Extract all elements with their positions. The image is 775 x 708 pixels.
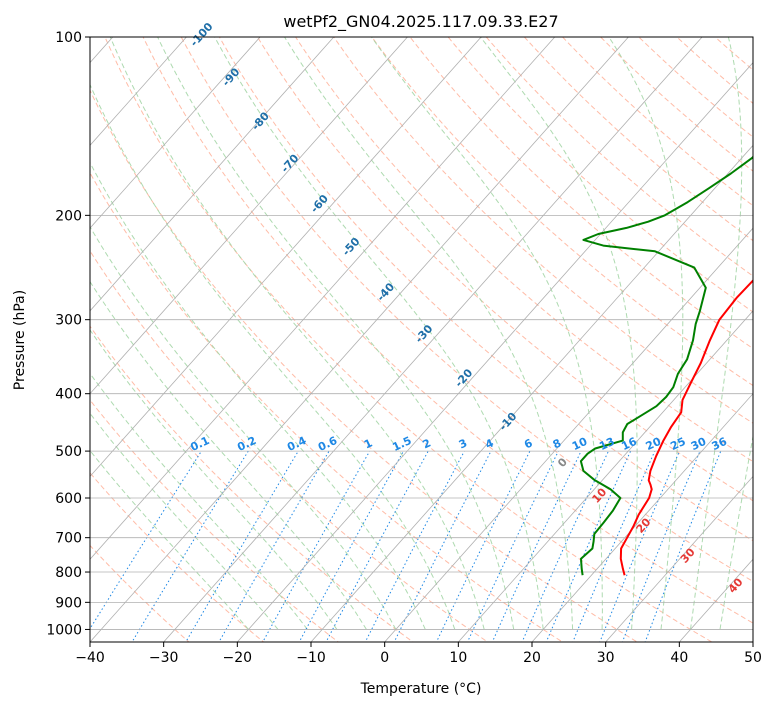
dry-adiabat-line xyxy=(90,89,639,642)
dry-adiabat-line xyxy=(371,37,753,387)
plot-frame xyxy=(89,36,754,643)
mixing-ratio-line xyxy=(621,450,701,642)
moist-adiabat-line xyxy=(479,37,638,630)
mixing-ratio-line xyxy=(644,450,722,642)
dry-adiabat-line xyxy=(447,37,753,313)
y-tick-label: 200 xyxy=(55,208,82,224)
isotherm-line xyxy=(90,37,482,478)
x-tick-label: 0 xyxy=(380,650,389,666)
x-tick-label: 10 xyxy=(449,650,467,666)
chart-title: wetPf2_GN04.2025.117.09.33.E27 xyxy=(283,12,558,32)
mixing-ratio-label: 25 xyxy=(668,435,687,453)
moist-adiabat-line xyxy=(90,83,456,630)
isotherm-line xyxy=(90,37,408,395)
isotherm-line xyxy=(90,37,261,229)
series-lines xyxy=(579,155,753,576)
isotherm-line xyxy=(90,37,556,560)
dry-adiabat-line xyxy=(90,472,265,642)
mixing-ratio-line xyxy=(521,450,609,642)
moist-adiabat-line xyxy=(157,37,515,630)
dry-adiabat-line xyxy=(218,37,753,542)
y-tick-label: 600 xyxy=(55,491,82,507)
dewpoint-profile-line xyxy=(579,155,753,576)
x-axis-ticks: −40 −30 −20 −10 0 10 20 30 40 50 xyxy=(75,642,762,666)
mixing-ratio-label: 36 xyxy=(710,435,730,453)
mixing-ratio-label: 30 xyxy=(689,435,709,453)
y-axis-ticks: 100 200 300 400 500 600 700 800 900 1000 xyxy=(46,30,90,638)
y-tick-label: 700 xyxy=(55,531,82,547)
grid-lines xyxy=(90,37,753,642)
mixing-ratio-line xyxy=(572,450,656,642)
x-tick-label: −10 xyxy=(296,650,326,666)
x-axis-label: Temperature (°C) xyxy=(360,681,482,697)
moist-adiabat-line xyxy=(370,37,603,630)
moist-adiabat-line xyxy=(608,37,684,630)
mixing-ratio-line xyxy=(545,450,632,642)
dry-adiabat-line xyxy=(90,250,489,642)
mixing-ratio-line xyxy=(599,450,680,642)
moist-adiabat-line xyxy=(90,161,426,630)
y-tick-label: 500 xyxy=(55,444,82,460)
mixing-ratio-line xyxy=(491,450,582,642)
dry-adiabat-line xyxy=(409,37,753,350)
dry-adiabat-line xyxy=(295,37,753,463)
y-tick-label: 100 xyxy=(55,30,82,46)
mixing-ratio-label: 13 xyxy=(597,435,616,453)
moist-adiabat-line xyxy=(90,412,279,630)
moist-adiabat-line xyxy=(90,449,249,630)
dry-adiabat-line xyxy=(142,37,753,624)
mixing-ratio-label: 16 xyxy=(619,435,639,453)
y-tick-label: 1000 xyxy=(46,622,82,638)
x-tick-label: −40 xyxy=(75,650,105,666)
x-tick-label: 50 xyxy=(744,650,762,666)
y-axis-label: Pressure (hPa) xyxy=(12,290,28,390)
mixing-ratio-line xyxy=(218,450,330,642)
isotherm-line xyxy=(605,475,753,642)
moist-adiabat-line xyxy=(283,37,574,630)
x-tick-label: 20 xyxy=(523,650,541,666)
background-lines xyxy=(90,37,753,642)
dry-adiabat-line xyxy=(333,37,753,424)
y-tick-label: 800 xyxy=(55,565,82,581)
moist-adiabat-line xyxy=(90,225,397,630)
y-tick-label: 400 xyxy=(55,387,82,403)
mixing-ratio-line xyxy=(435,450,531,642)
isotherm-line xyxy=(310,144,753,642)
isotherm-line xyxy=(163,37,703,642)
isotherm-line xyxy=(531,393,753,642)
dry-adiabat-line xyxy=(90,171,564,642)
isotherm-line xyxy=(90,37,629,642)
x-tick-label: −30 xyxy=(149,650,179,666)
dry-adiabat-line xyxy=(180,37,753,582)
mixing-ratio-line xyxy=(298,450,404,642)
temperature-profile-line xyxy=(619,279,753,576)
x-tick-label: 30 xyxy=(597,650,615,666)
dry-adiabat-line xyxy=(90,544,190,642)
moist-adiabat-line xyxy=(214,37,544,630)
dry-adiabat-line xyxy=(561,37,753,207)
isotherm-line xyxy=(236,61,753,642)
mixing-ratio-label: 10 xyxy=(570,435,590,453)
moist-adiabat-line xyxy=(690,37,743,630)
mixing-ratio-label: 20 xyxy=(644,435,664,453)
isotherm-line xyxy=(90,37,187,146)
moist-adiabat-line xyxy=(90,372,308,630)
isotherm-line xyxy=(384,227,753,642)
dry-adiabat-line xyxy=(90,325,414,642)
dry-adiabat-line xyxy=(256,37,753,502)
x-tick-label: −20 xyxy=(223,650,253,666)
y-tick-label: 300 xyxy=(55,313,82,329)
dry-adiabat-line xyxy=(523,37,753,242)
y-tick-label: 900 xyxy=(55,595,82,611)
isotherm-line xyxy=(90,37,335,312)
moist-adiabat-line xyxy=(90,280,367,630)
dry-adiabat-line xyxy=(104,37,713,642)
x-tick-label: 40 xyxy=(670,650,688,666)
mixing-ratio-line xyxy=(185,450,299,642)
isotherm-line xyxy=(457,310,753,642)
mixing-ratio-line xyxy=(393,450,492,642)
